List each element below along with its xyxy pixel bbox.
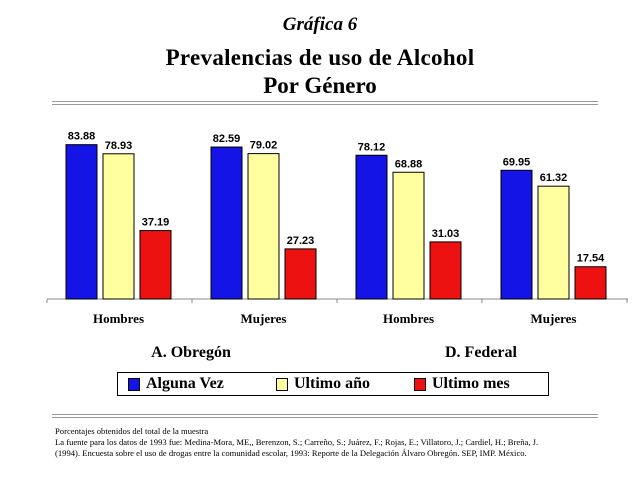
bottom-divider-2: [52, 417, 598, 418]
chart-title: Prevalencias de uso de Alcohol: [165, 45, 475, 70]
category-label: Mujeres: [241, 311, 287, 326]
legend-swatch-ultimo-anio: [276, 378, 288, 391]
bar-chart: 83.88 78.93 37.19 Hombres 82.59 79.02 27.23 Muj…: [46, 131, 628, 361]
bar-ultimo-anio: [392, 171, 425, 300]
category-label: Hombres: [93, 311, 144, 326]
legend-label-ultimo-anio: Ultimo año: [294, 375, 370, 392]
legend-swatch-ultimo-mes: [414, 378, 426, 391]
bar-ultimo-anio: [537, 185, 570, 300]
bar-alguna-vez: [65, 144, 98, 300]
bar-ultimo-mes: [429, 241, 462, 300]
legend-swatch-alguna-vez: [128, 378, 140, 391]
footnote: Porcentajes obtenidos del total de la mu…: [55, 426, 615, 459]
top-divider: [52, 101, 598, 102]
data-label-ultimo-anio: 78.93: [105, 140, 133, 152]
footnote-line-3: (1994). Encuesta sobre el uso de drogas …: [55, 448, 527, 458]
legend-label-ultimo-mes: Ultimo mes: [432, 375, 510, 392]
data-label-ultimo-mes: 17.54: [577, 253, 605, 265]
legend-label-alguna-vez: Alguna Vez: [146, 375, 224, 392]
footnote-line-1: Porcentajes obtenidos del total de la mu…: [55, 426, 209, 436]
footnote-line-2: La fuente para los datos de 1993 fue: Me…: [55, 437, 539, 447]
bar-alguna-vez: [355, 154, 388, 300]
category-label: Hombres: [383, 311, 434, 326]
bar-ultimo-mes: [139, 230, 172, 300]
data-label-ultimo-anio: 79.02: [250, 140, 278, 152]
data-label-ultimo-anio: 61.32: [540, 172, 568, 184]
bar-alguna-vez: [500, 169, 533, 300]
data-label-ultimo-anio: 68.88: [395, 158, 423, 170]
group-label: A. Obregón: [151, 344, 231, 361]
data-label-alguna-vez: 69.95: [503, 156, 531, 168]
data-label-ultimo-mes: 31.03: [432, 228, 460, 240]
category-label: Mujeres: [531, 311, 577, 326]
top-divider-2: [52, 104, 598, 105]
bar-ultimo-anio: [102, 153, 135, 300]
group-label: D. Federal: [445, 344, 518, 361]
data-label-ultimo-mes: 27.23: [287, 235, 315, 247]
legend: Alguna Vez Ultimo año Ultimo mes: [117, 372, 549, 396]
bar-ultimo-mes: [284, 248, 317, 300]
bar-ultimo-mes: [574, 266, 607, 300]
bar-ultimo-anio: [247, 153, 280, 300]
data-label-alguna-vez: 83.88: [68, 131, 96, 143]
data-label-alguna-vez: 78.12: [358, 141, 386, 153]
chart-subtitle: Por Género: [263, 73, 377, 98]
data-label-alguna-vez: 82.59: [213, 133, 241, 145]
data-label-ultimo-mes: 37.19: [142, 217, 170, 229]
bar-alguna-vez: [210, 146, 243, 300]
chart-heading: Gráfica 6: [282, 14, 358, 35]
bottom-divider: [52, 414, 598, 415]
